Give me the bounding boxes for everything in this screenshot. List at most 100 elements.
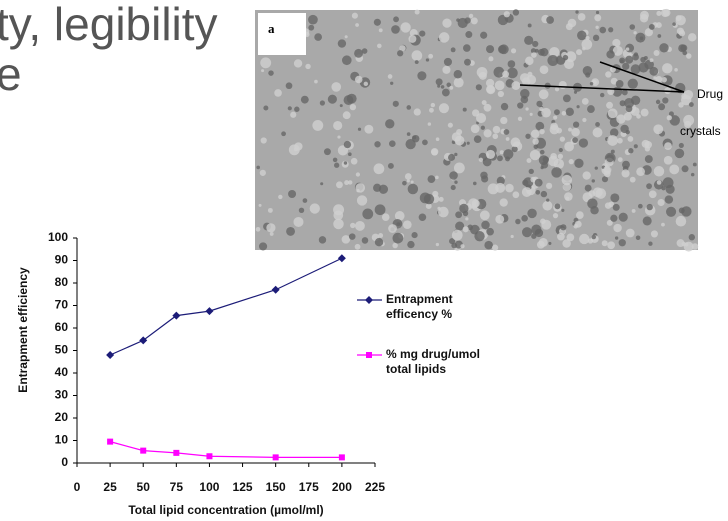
texture — [355, 23, 359, 27]
texture — [499, 198, 508, 207]
texture — [536, 100, 543, 107]
y-axis-label: Entrapment efficiency — [16, 267, 30, 393]
texture — [592, 127, 603, 138]
texture — [498, 44, 509, 55]
texture — [619, 59, 624, 64]
y-tick-label: 70 — [55, 298, 69, 312]
texture — [588, 190, 596, 197]
texture — [627, 78, 638, 89]
texture — [511, 81, 521, 90]
texture — [565, 51, 577, 63]
point — [139, 336, 148, 345]
texture — [423, 193, 435, 205]
texture — [481, 220, 490, 230]
texture — [266, 223, 276, 233]
texture — [470, 124, 480, 134]
texture — [355, 183, 366, 193]
texture — [492, 125, 501, 134]
texture — [676, 27, 684, 35]
texture — [664, 142, 672, 151]
texture — [592, 34, 600, 42]
texture — [500, 116, 508, 125]
texture — [323, 148, 331, 156]
texture — [314, 79, 318, 84]
texture — [373, 18, 381, 26]
texture — [678, 207, 685, 214]
texture — [572, 137, 578, 144]
texture — [530, 129, 540, 139]
texture — [512, 191, 520, 199]
texture — [486, 45, 495, 54]
texture — [400, 22, 411, 33]
texture — [625, 228, 635, 238]
x-axis-label: Total lipid concentration (µmol/ml) — [128, 503, 323, 517]
texture — [460, 244, 465, 249]
texture — [466, 141, 470, 145]
y-tick-label: 20 — [55, 410, 69, 424]
texture — [478, 157, 484, 162]
texture — [287, 106, 292, 111]
texture — [497, 90, 504, 98]
texture — [468, 198, 479, 209]
texture — [449, 85, 454, 90]
texture — [397, 50, 404, 57]
texture — [655, 22, 662, 29]
y-tick-label: 60 — [55, 320, 69, 334]
texture — [528, 168, 534, 175]
texture — [320, 182, 324, 186]
texture — [531, 52, 537, 58]
texture — [510, 234, 514, 239]
texture — [541, 161, 549, 169]
x-tick-label: 25 — [103, 480, 117, 494]
texture — [630, 106, 640, 116]
texture — [456, 128, 463, 136]
texture — [687, 33, 697, 42]
texture — [653, 124, 664, 135]
texture — [521, 77, 531, 86]
texture — [623, 112, 632, 121]
texture — [470, 17, 478, 25]
texture — [411, 50, 423, 61]
texture — [485, 78, 495, 88]
texture — [422, 139, 428, 146]
texture — [678, 44, 687, 53]
texture — [548, 241, 552, 245]
texture — [259, 169, 266, 176]
texture — [582, 171, 591, 180]
texture — [655, 75, 663, 83]
y-tick-label: 50 — [55, 343, 69, 357]
texture — [427, 122, 432, 126]
texture — [517, 102, 524, 109]
texture — [672, 22, 676, 26]
texture — [418, 213, 427, 222]
texture — [625, 55, 634, 64]
texture — [522, 227, 533, 238]
texture — [293, 216, 304, 227]
texture — [576, 211, 584, 219]
texture — [688, 234, 696, 241]
texture — [530, 176, 537, 183]
texture — [615, 80, 624, 88]
point — [173, 449, 180, 456]
x-tick-label: 50 — [137, 480, 151, 494]
point — [206, 453, 213, 460]
texture — [392, 242, 398, 249]
texture — [348, 180, 353, 185]
texture — [485, 149, 496, 159]
texture — [661, 186, 666, 191]
texture — [374, 204, 386, 216]
texture — [293, 59, 303, 68]
texture — [579, 233, 590, 245]
texture — [339, 104, 343, 108]
texture — [618, 239, 626, 247]
texture — [425, 203, 432, 209]
texture — [473, 135, 482, 143]
texture — [558, 80, 567, 90]
texture — [511, 146, 518, 153]
texture — [564, 141, 575, 152]
texture — [648, 24, 655, 30]
texture — [542, 200, 553, 211]
texture — [334, 162, 340, 168]
point — [272, 454, 279, 461]
texture — [425, 58, 430, 62]
